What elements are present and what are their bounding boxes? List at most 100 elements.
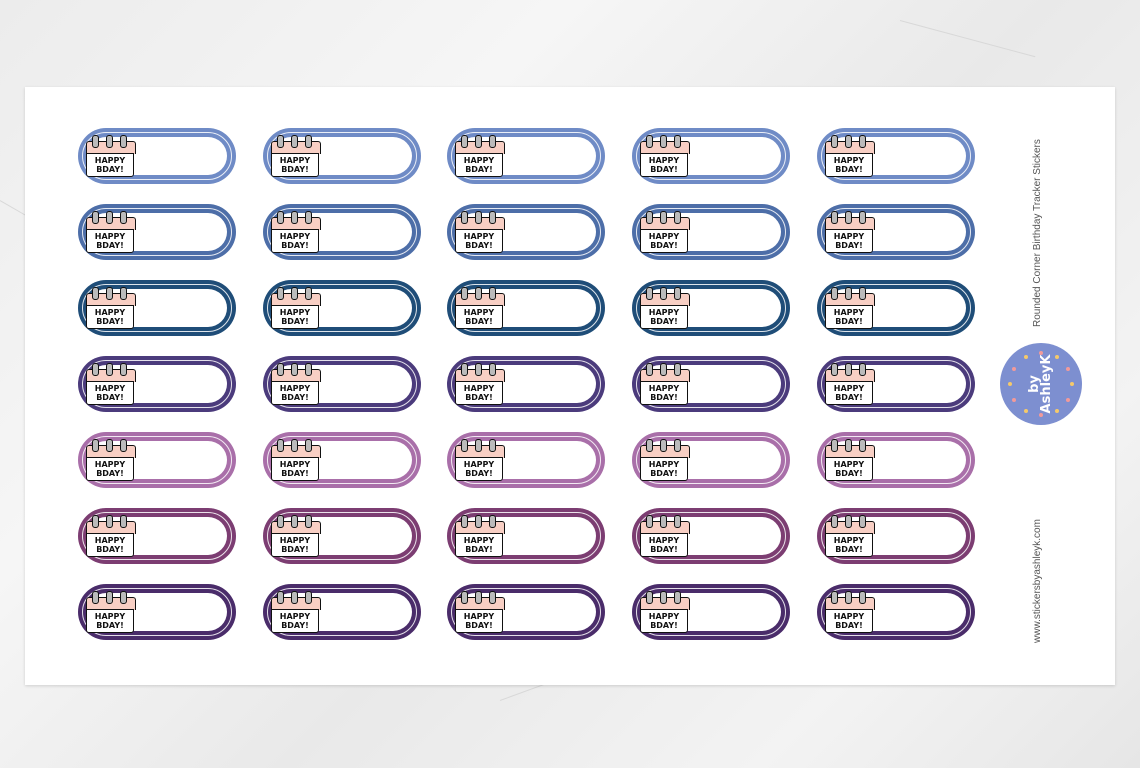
sticker-text-line2: BDAY! [835,241,863,250]
calendar-icon: HAPPY BDAY! [271,211,321,253]
sticker-border [451,360,601,408]
sticker-border [821,208,971,256]
birthday-sticker: HAPPY BDAY! [817,128,975,184]
calendar-icon: HAPPY BDAY! [825,591,875,633]
sticker-text-line1: HAPPY [648,536,680,545]
birthday-sticker: HAPPY BDAY! [78,128,236,184]
heart-dot [1065,366,1070,371]
calendar-icon: HAPPY BDAY! [271,439,321,481]
birthday-sticker: HAPPY BDAY! [78,356,236,412]
calendar-icon: HAPPY BDAY! [825,287,875,329]
sticker-border [636,360,786,408]
sticker-border [451,512,601,560]
calendar-icon: HAPPY BDAY! [271,135,321,177]
calendar-icon: HAPPY BDAY! [86,439,136,481]
sticker-text-line1: HAPPY [833,232,865,241]
sticker-border [821,588,971,636]
logo-text: by AshleyK [1027,354,1054,414]
heart-dot [1023,355,1028,360]
sticker-text-line1: HAPPY [279,156,311,165]
sticker-text-line1: HAPPY [94,612,126,621]
sticker-text-line2: BDAY! [465,545,493,554]
birthday-sticker: HAPPY BDAY! [263,204,421,260]
birthday-sticker: HAPPY BDAY! [632,280,790,336]
sticker-text-line1: HAPPY [463,232,495,241]
sticker-text-line1: HAPPY [279,384,311,393]
calendar-icon: HAPPY BDAY! [86,135,136,177]
sticker-text-line1: HAPPY [833,156,865,165]
sticker-text-line1: HAPPY [279,460,311,469]
sticker-sheet: Rounded Corner Birthday Tracker Stickers… [25,87,1115,685]
sticker-text-line2: BDAY! [465,317,493,326]
birthday-sticker: HAPPY BDAY! [447,584,605,640]
website-text: www.stickersbyashleyk.com [1032,519,1043,643]
sticker-border [636,284,786,332]
sticker-border [267,208,417,256]
birthday-sticker: HAPPY BDAY! [632,356,790,412]
sticker-text-line2: BDAY! [281,241,309,250]
calendar-icon: HAPPY BDAY! [825,363,875,405]
birthday-sticker: HAPPY BDAY! [817,584,975,640]
birthday-sticker: HAPPY BDAY! [263,356,421,412]
birthday-sticker: HAPPY BDAY! [817,432,975,488]
birthday-sticker: HAPPY BDAY! [78,508,236,564]
birthday-sticker: HAPPY BDAY! [447,508,605,564]
calendar-icon: HAPPY BDAY! [825,439,875,481]
sticker-text-line1: HAPPY [279,232,311,241]
sticker-border [451,132,601,180]
sticker-text-line1: HAPPY [463,156,495,165]
calendar-icon: HAPPY BDAY! [640,135,690,177]
calendar-icon: HAPPY BDAY! [640,591,690,633]
sticker-border [451,208,601,256]
calendar-icon: HAPPY BDAY! [455,439,505,481]
sticker-border [82,208,232,256]
sticker-text-line1: HAPPY [279,308,311,317]
heart-dot [1039,351,1043,355]
heart-dot [1023,408,1028,413]
birthday-sticker: HAPPY BDAY! [632,584,790,640]
sticker-text-line1: HAPPY [94,384,126,393]
sticker-border [451,588,601,636]
birthday-sticker: HAPPY BDAY! [817,508,975,564]
heart-dot [1065,397,1070,402]
sticker-text-line2: BDAY! [96,545,124,554]
sticker-text-line1: HAPPY [648,308,680,317]
sticker-text-line2: BDAY! [650,317,678,326]
sticker-text-line2: BDAY! [281,393,309,402]
sticker-border [821,360,971,408]
birthday-sticker: HAPPY BDAY! [447,356,605,412]
product-title-text: Rounded Corner Birthday Tracker Stickers [1032,139,1043,327]
calendar-icon: HAPPY BDAY! [86,287,136,329]
sticker-text-line2: BDAY! [650,165,678,174]
sticker-border [636,208,786,256]
sticker-border [636,436,786,484]
calendar-icon: HAPPY BDAY! [640,515,690,557]
calendar-icon: HAPPY BDAY! [86,363,136,405]
sticker-text-line2: BDAY! [650,469,678,478]
sticker-border [267,436,417,484]
sticker-text-line2: BDAY! [835,621,863,630]
sticker-text-line1: HAPPY [94,232,126,241]
sticker-text-line1: HAPPY [463,460,495,469]
sticker-text-line2: BDAY! [465,621,493,630]
sticker-text-line2: BDAY! [281,317,309,326]
sticker-text-line2: BDAY! [281,621,309,630]
sticker-text-line1: HAPPY [463,536,495,545]
heart-dot [1054,408,1059,413]
calendar-icon: HAPPY BDAY! [825,135,875,177]
calendar-icon: HAPPY BDAY! [455,135,505,177]
sticker-text-line2: BDAY! [835,393,863,402]
sticker-border [82,132,232,180]
heart-dot [1070,382,1074,386]
sticker-border [821,512,971,560]
sticker-text-line1: HAPPY [833,460,865,469]
sticker-text-line2: BDAY! [650,241,678,250]
heart-dot [1008,382,1012,386]
calendar-icon: HAPPY BDAY! [640,211,690,253]
birthday-sticker: HAPPY BDAY! [632,432,790,488]
sticker-border [821,284,971,332]
heart-dot [1039,413,1043,417]
sticker-border [451,436,601,484]
brand-logo: by AshleyK [1003,346,1079,422]
sticker-text-line1: HAPPY [833,384,865,393]
